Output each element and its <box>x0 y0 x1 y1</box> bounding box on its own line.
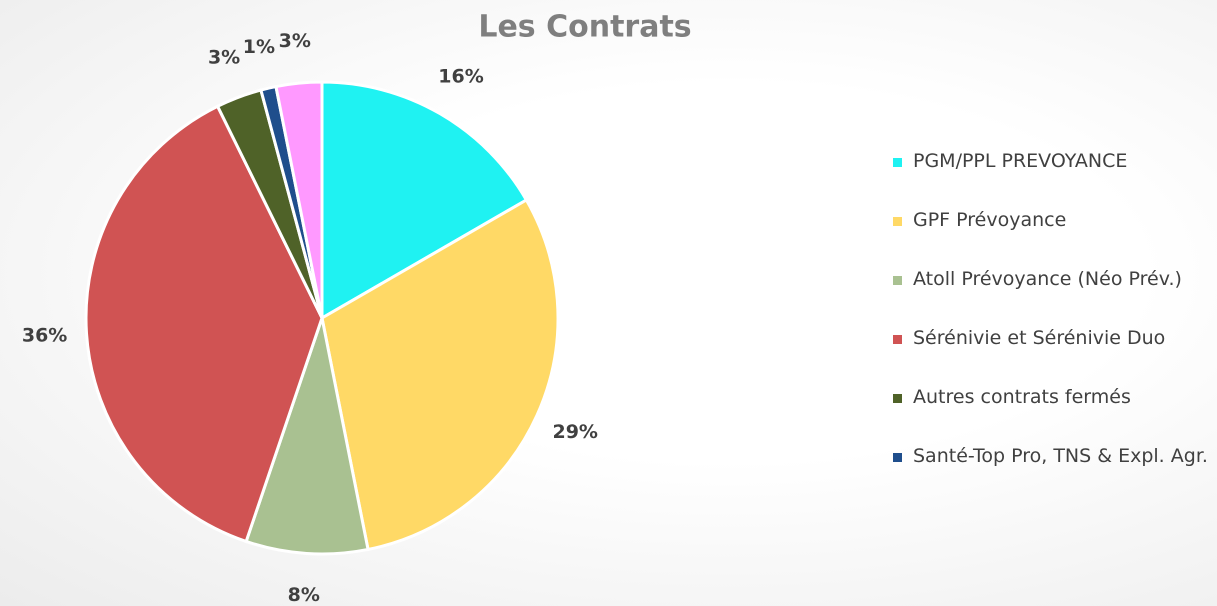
value-label: 3% <box>279 30 311 52</box>
legend-item: Autres contrats fermés <box>893 384 1213 443</box>
value-label: 8% <box>288 584 320 606</box>
legend-item: Atoll Prévoyance (Néo Prév.) <box>893 266 1213 325</box>
value-label: 1% <box>243 36 275 58</box>
legend-label: PGM/PPL PREVOYANCE <box>913 150 1128 172</box>
pie-slice <box>84 104 324 544</box>
legend-label: Atoll Prévoyance (Néo Prév.) <box>913 268 1182 290</box>
pie-slice <box>244 312 370 556</box>
legend-swatch <box>893 335 902 344</box>
legend-label: Santé-Top Pro, TNS & Expl. Agr. <box>913 445 1208 467</box>
value-label: 29% <box>552 421 597 443</box>
legend-item: Sérénivie et Sérénivie Duo <box>893 325 1213 384</box>
legend-label: Autres contrats fermés <box>913 386 1131 408</box>
legend-swatch <box>893 394 902 403</box>
chart-title: Les Contrats <box>478 10 691 45</box>
pie-slice <box>320 197 560 552</box>
legend-label: GPF Prévoyance <box>913 209 1067 231</box>
legend-swatch <box>893 158 902 167</box>
legend: PGM/PPL PREVOYANCE GPF Prévoyance Atoll Pr… <box>893 148 1213 502</box>
legend-item: Santé-Top Pro, TNS & Expl. Agr. <box>893 443 1213 502</box>
value-label: 16% <box>438 66 483 88</box>
legend-swatch <box>893 453 902 462</box>
legend-swatch <box>893 276 902 285</box>
legend-item: GPF Prévoyance <box>893 207 1213 266</box>
legend-item: PGM/PPL PREVOYANCE <box>893 148 1213 207</box>
legend-label: Sérénivie et Sérénivie Duo <box>913 327 1166 349</box>
value-label: 3% <box>208 46 240 68</box>
value-label: 36% <box>22 325 67 347</box>
legend-swatch <box>893 217 902 226</box>
pie-slice <box>320 80 529 321</box>
pie-slice <box>274 80 324 319</box>
